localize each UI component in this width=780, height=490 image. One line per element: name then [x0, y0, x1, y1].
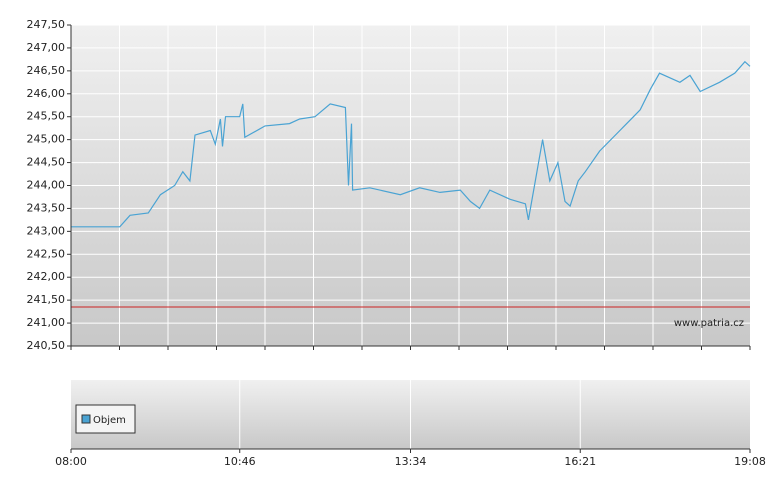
x-tick-label: 10:46 — [224, 455, 256, 468]
y-tick-label: 241,50 — [27, 293, 66, 306]
y-tick-label: 243,50 — [27, 201, 66, 214]
legend-box — [75, 404, 136, 434]
y-tick-label: 240,50 — [27, 339, 66, 352]
y-tick-label: 242,50 — [27, 247, 66, 260]
x-tick-label: 19:08 — [734, 455, 766, 468]
price-line — [71, 60, 751, 228]
y-tick-label: 244,00 — [27, 179, 66, 192]
y-tick-label: 247,50 — [27, 18, 66, 31]
y-tick-label: 246,50 — [27, 64, 66, 77]
legend-swatch — [81, 414, 91, 424]
y-tick-label: 244,50 — [27, 156, 66, 169]
x-tick-label: 13:34 — [395, 455, 427, 468]
watermark: www.patria.cz — [674, 318, 744, 329]
x-tick-label: 16:21 — [564, 455, 596, 468]
y-tick-label: 245,00 — [27, 133, 66, 146]
y-tick-label: 242,00 — [27, 270, 66, 283]
y-tick-label: 247,00 — [27, 41, 66, 54]
y-tick-label: 241,00 — [27, 316, 66, 329]
y-tick-label: 243,00 — [27, 224, 66, 237]
y-tick-label: 245,50 — [27, 110, 66, 123]
legend-label: Objem — [93, 415, 126, 426]
x-tick-label: 08:00 — [55, 455, 87, 468]
y-tick-label: 246,00 — [27, 87, 66, 100]
